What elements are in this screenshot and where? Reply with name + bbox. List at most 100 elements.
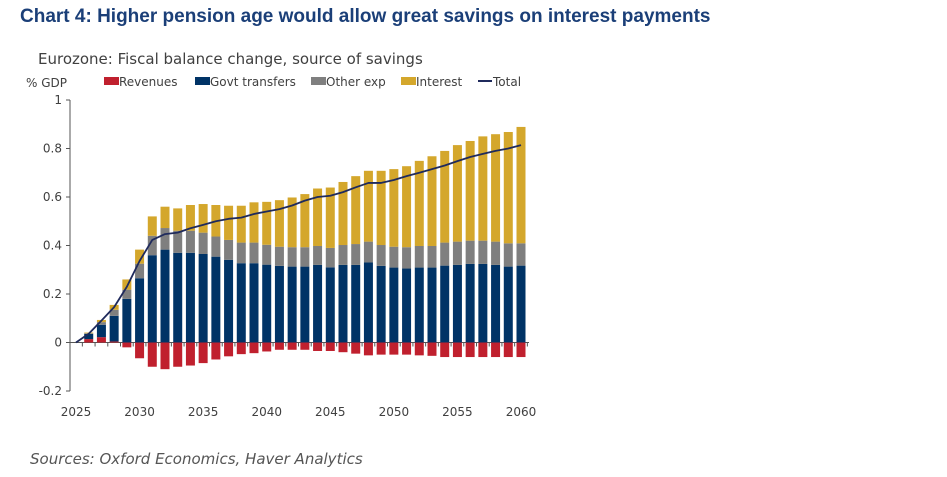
bar-interest	[338, 181, 348, 246]
legend-label: Revenues	[119, 75, 178, 89]
x-tick-label: 2025	[61, 405, 92, 419]
bar-revenues	[389, 342, 399, 355]
legend: Revenues Govt transfers Other exp Interest T…	[104, 75, 521, 89]
bar-other-exp	[389, 246, 399, 268]
bar-govt-transfers	[465, 263, 475, 343]
total-line	[75, 144, 522, 344]
bar-interest	[465, 140, 475, 241]
total-line-group	[75, 144, 522, 344]
bar-interest	[147, 216, 157, 236]
bar-interest	[287, 197, 297, 248]
bar-interest	[351, 176, 361, 245]
legend-swatch	[311, 77, 326, 85]
y-tick-label: 1	[54, 93, 62, 107]
x-tick-label: 2050	[379, 405, 410, 419]
bar-govt-transfers	[452, 264, 462, 343]
source-note: Sources: Oxford Economics, Haver Analyti…	[30, 450, 363, 468]
bar-other-exp	[287, 247, 297, 267]
chart-heading: Chart 4: Higher pension age would allow …	[20, 6, 711, 27]
bar-revenues	[338, 342, 348, 353]
bar-other-exp	[376, 245, 386, 266]
bar-govt-transfers	[338, 264, 348, 343]
legend-item-total: Total	[478, 75, 521, 89]
legend-item-govt-transfers: Govt transfers	[195, 75, 296, 89]
legend-swatch	[195, 77, 210, 85]
chart-title: Eurozone: Fiscal balance change, source …	[38, 50, 423, 68]
bar-revenues	[491, 342, 501, 358]
y-tick-label: 0.2	[43, 287, 62, 301]
bar-govt-transfers	[363, 262, 373, 343]
y-axis-label: % GDP	[26, 76, 67, 90]
bar-other-exp	[122, 289, 132, 299]
bar-govt-transfers	[147, 255, 157, 343]
bar-govt-transfers	[427, 267, 437, 343]
bar-other-exp	[363, 241, 373, 263]
bar-revenues	[287, 342, 297, 350]
bar-interest	[135, 249, 145, 264]
bar-revenues	[452, 342, 462, 358]
bar-revenues	[262, 342, 272, 352]
bar-govt-transfers	[224, 259, 234, 343]
bar-revenues	[160, 342, 170, 370]
bar-govt-transfers	[351, 264, 361, 343]
legend-label: Govt transfers	[210, 75, 296, 89]
bar-govt-transfers	[262, 264, 272, 343]
bar-govt-transfers	[491, 264, 501, 343]
bar-revenues	[427, 342, 437, 356]
bar-other-exp	[147, 235, 157, 256]
bar-interest	[440, 150, 450, 243]
bar-revenues	[109, 341, 119, 343]
bar-govt-transfers	[109, 315, 119, 342]
y-tick-label: 0.8	[43, 142, 62, 156]
bar-revenues	[300, 342, 310, 350]
bar-other-exp	[427, 245, 437, 268]
bar-govt-transfers	[440, 265, 450, 343]
legend-item-revenues: Revenues	[104, 75, 178, 89]
bar-revenues	[516, 342, 526, 358]
bar-interest	[300, 194, 310, 248]
bar-govt-transfers	[300, 266, 310, 343]
bar-other-exp	[109, 309, 119, 316]
bar-interest	[452, 145, 462, 242]
legend-label: Total	[492, 75, 521, 89]
bar-revenues	[211, 342, 221, 360]
bar-other-exp	[198, 232, 208, 254]
bar-revenues	[122, 342, 132, 348]
bar-govt-transfers	[402, 268, 412, 343]
bar-revenues	[325, 342, 335, 351]
bar-other-exp	[465, 240, 475, 264]
bar-other-exp	[503, 243, 513, 267]
bar-revenues	[185, 342, 195, 366]
bar-revenues	[249, 342, 259, 354]
bar-revenues	[414, 342, 424, 356]
bar-revenues	[147, 342, 157, 367]
x-tick-label: 2030	[124, 405, 155, 419]
bar-revenues	[363, 342, 373, 356]
bar-other-exp	[160, 228, 170, 250]
bar-other-exp	[211, 236, 221, 257]
bar-govt-transfers	[478, 263, 488, 343]
bar-other-exp	[300, 247, 310, 267]
bar-govt-transfers	[236, 263, 246, 343]
bar-revenues	[313, 342, 323, 351]
bar-govt-transfers	[96, 324, 106, 338]
bar-other-exp	[185, 230, 195, 253]
bar-other-exp	[414, 245, 424, 268]
bar-interest	[376, 170, 386, 246]
bar-revenues	[503, 342, 513, 358]
bar-govt-transfers	[173, 252, 183, 343]
bar-other-exp	[402, 247, 412, 269]
bar-govt-transfers	[313, 264, 323, 343]
bar-govt-transfers	[198, 253, 208, 343]
bar-revenues	[198, 342, 208, 364]
legend-item-other-exp: Other exp	[311, 75, 386, 89]
bar-interest	[122, 279, 132, 290]
bar-other-exp	[452, 241, 462, 265]
bar-revenues	[236, 342, 246, 355]
legend-label: Interest	[416, 75, 463, 89]
bar-interest	[224, 205, 234, 240]
axes: -0.2 0 0.2 0.4 0.6 0.8 1 2025 2030 2035 2040 2045 20…	[39, 93, 537, 419]
bar-interest	[503, 132, 513, 244]
legend-item-interest: Interest	[401, 75, 463, 89]
